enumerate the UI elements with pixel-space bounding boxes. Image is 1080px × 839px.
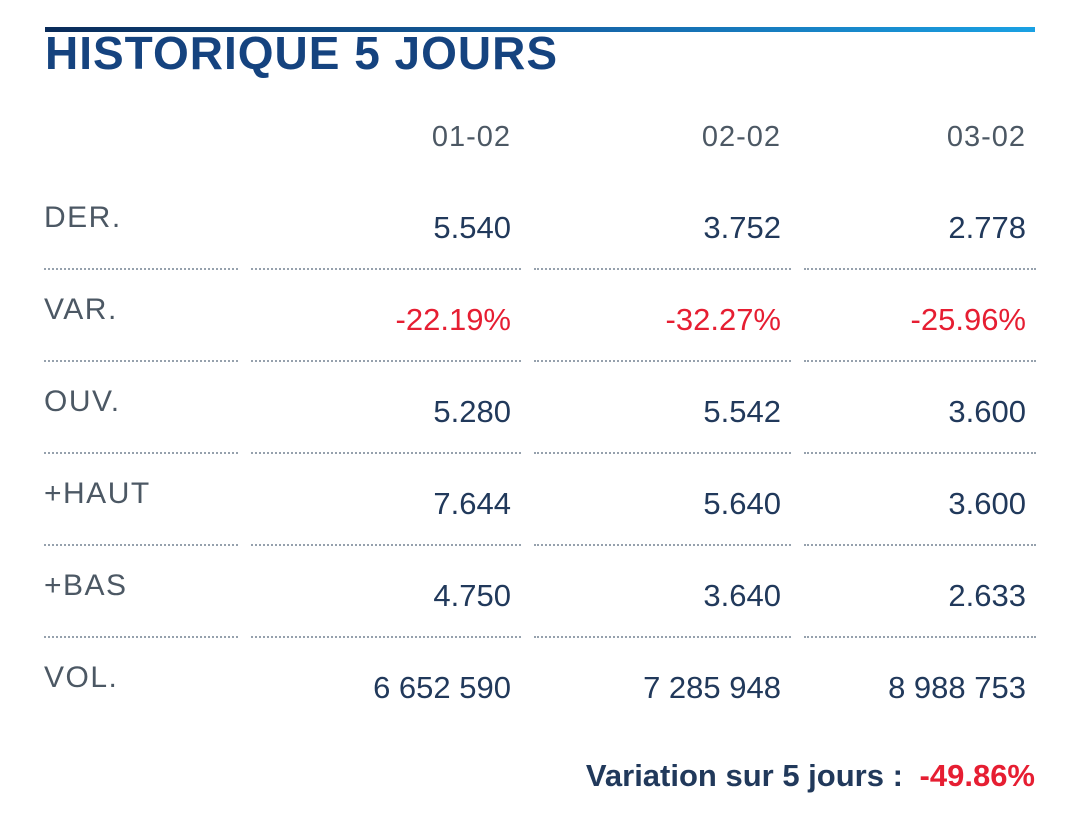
cell-var-1: -22.19% xyxy=(251,270,521,362)
cell-var-3: -25.96% xyxy=(804,270,1036,362)
row-label-ouv: OUV. xyxy=(44,362,238,454)
cell-haut-3: 3.600 xyxy=(804,454,1036,546)
table-row-der: DER. 5.540 3.752 2.778 xyxy=(44,178,1036,270)
cell-haut-2: 5.640 xyxy=(534,454,791,546)
cell-der-1: 5.540 xyxy=(251,178,521,270)
table-row-var: VAR. -22.19% -32.27% -25.96% xyxy=(44,270,1036,362)
column-header-date-1: 01-02 xyxy=(431,121,511,153)
historique-widget: HISTORIQUE 5 JOURS 01-02 02-02 03-02 DER… xyxy=(0,27,1080,794)
cell-haut-1: 7.644 xyxy=(251,454,521,546)
cell-vol-1: 6 652 590 xyxy=(373,670,511,705)
page-title: HISTORIQUE 5 JOURS xyxy=(45,27,559,79)
history-table: 01-02 02-02 03-02 DER. 5.540 3.752 2.778… xyxy=(31,93,1049,728)
cell-ouv-1: 5.280 xyxy=(251,362,521,454)
table-row-haut: +HAUT 7.644 5.640 3.600 xyxy=(44,454,1036,546)
cell-ouv-2: 5.542 xyxy=(534,362,791,454)
table-row-vol: VOL. 6 652 590 7 285 948 8 988 753 xyxy=(44,638,1036,728)
variation-label: Variation sur 5 jours : xyxy=(585,758,903,793)
row-label-vol: VOL. xyxy=(44,661,119,694)
column-header-date-2: 02-02 xyxy=(701,121,781,153)
table-row-bas: +BAS 4.750 3.640 2.633 xyxy=(44,546,1036,638)
cell-vol-3: 8 988 753 xyxy=(888,670,1026,705)
cell-bas-1: 4.750 xyxy=(251,546,521,638)
variation-value: -49.86% xyxy=(919,758,1035,793)
accent-gradient-bar xyxy=(45,27,1035,32)
cell-var-2: -32.27% xyxy=(534,270,791,362)
variation-summary: Variation sur 5 jours : -49.86% xyxy=(0,758,1035,794)
row-label-haut: +HAUT xyxy=(44,454,238,546)
cell-der-3: 2.778 xyxy=(804,178,1036,270)
cell-der-2: 3.752 xyxy=(534,178,791,270)
cell-bas-2: 3.640 xyxy=(534,546,791,638)
row-label-bas: +BAS xyxy=(44,546,238,638)
corner-cell xyxy=(44,93,238,178)
row-label-der: DER. xyxy=(44,178,238,270)
cell-vol-2: 7 285 948 xyxy=(643,670,781,705)
header-row: 01-02 02-02 03-02 xyxy=(44,93,1036,178)
row-label-var: VAR. xyxy=(44,270,238,362)
table-row-ouv: OUV. 5.280 5.542 3.600 xyxy=(44,362,1036,454)
cell-bas-3: 2.633 xyxy=(804,546,1036,638)
column-header-date-3: 03-02 xyxy=(946,121,1026,153)
cell-ouv-3: 3.600 xyxy=(804,362,1036,454)
